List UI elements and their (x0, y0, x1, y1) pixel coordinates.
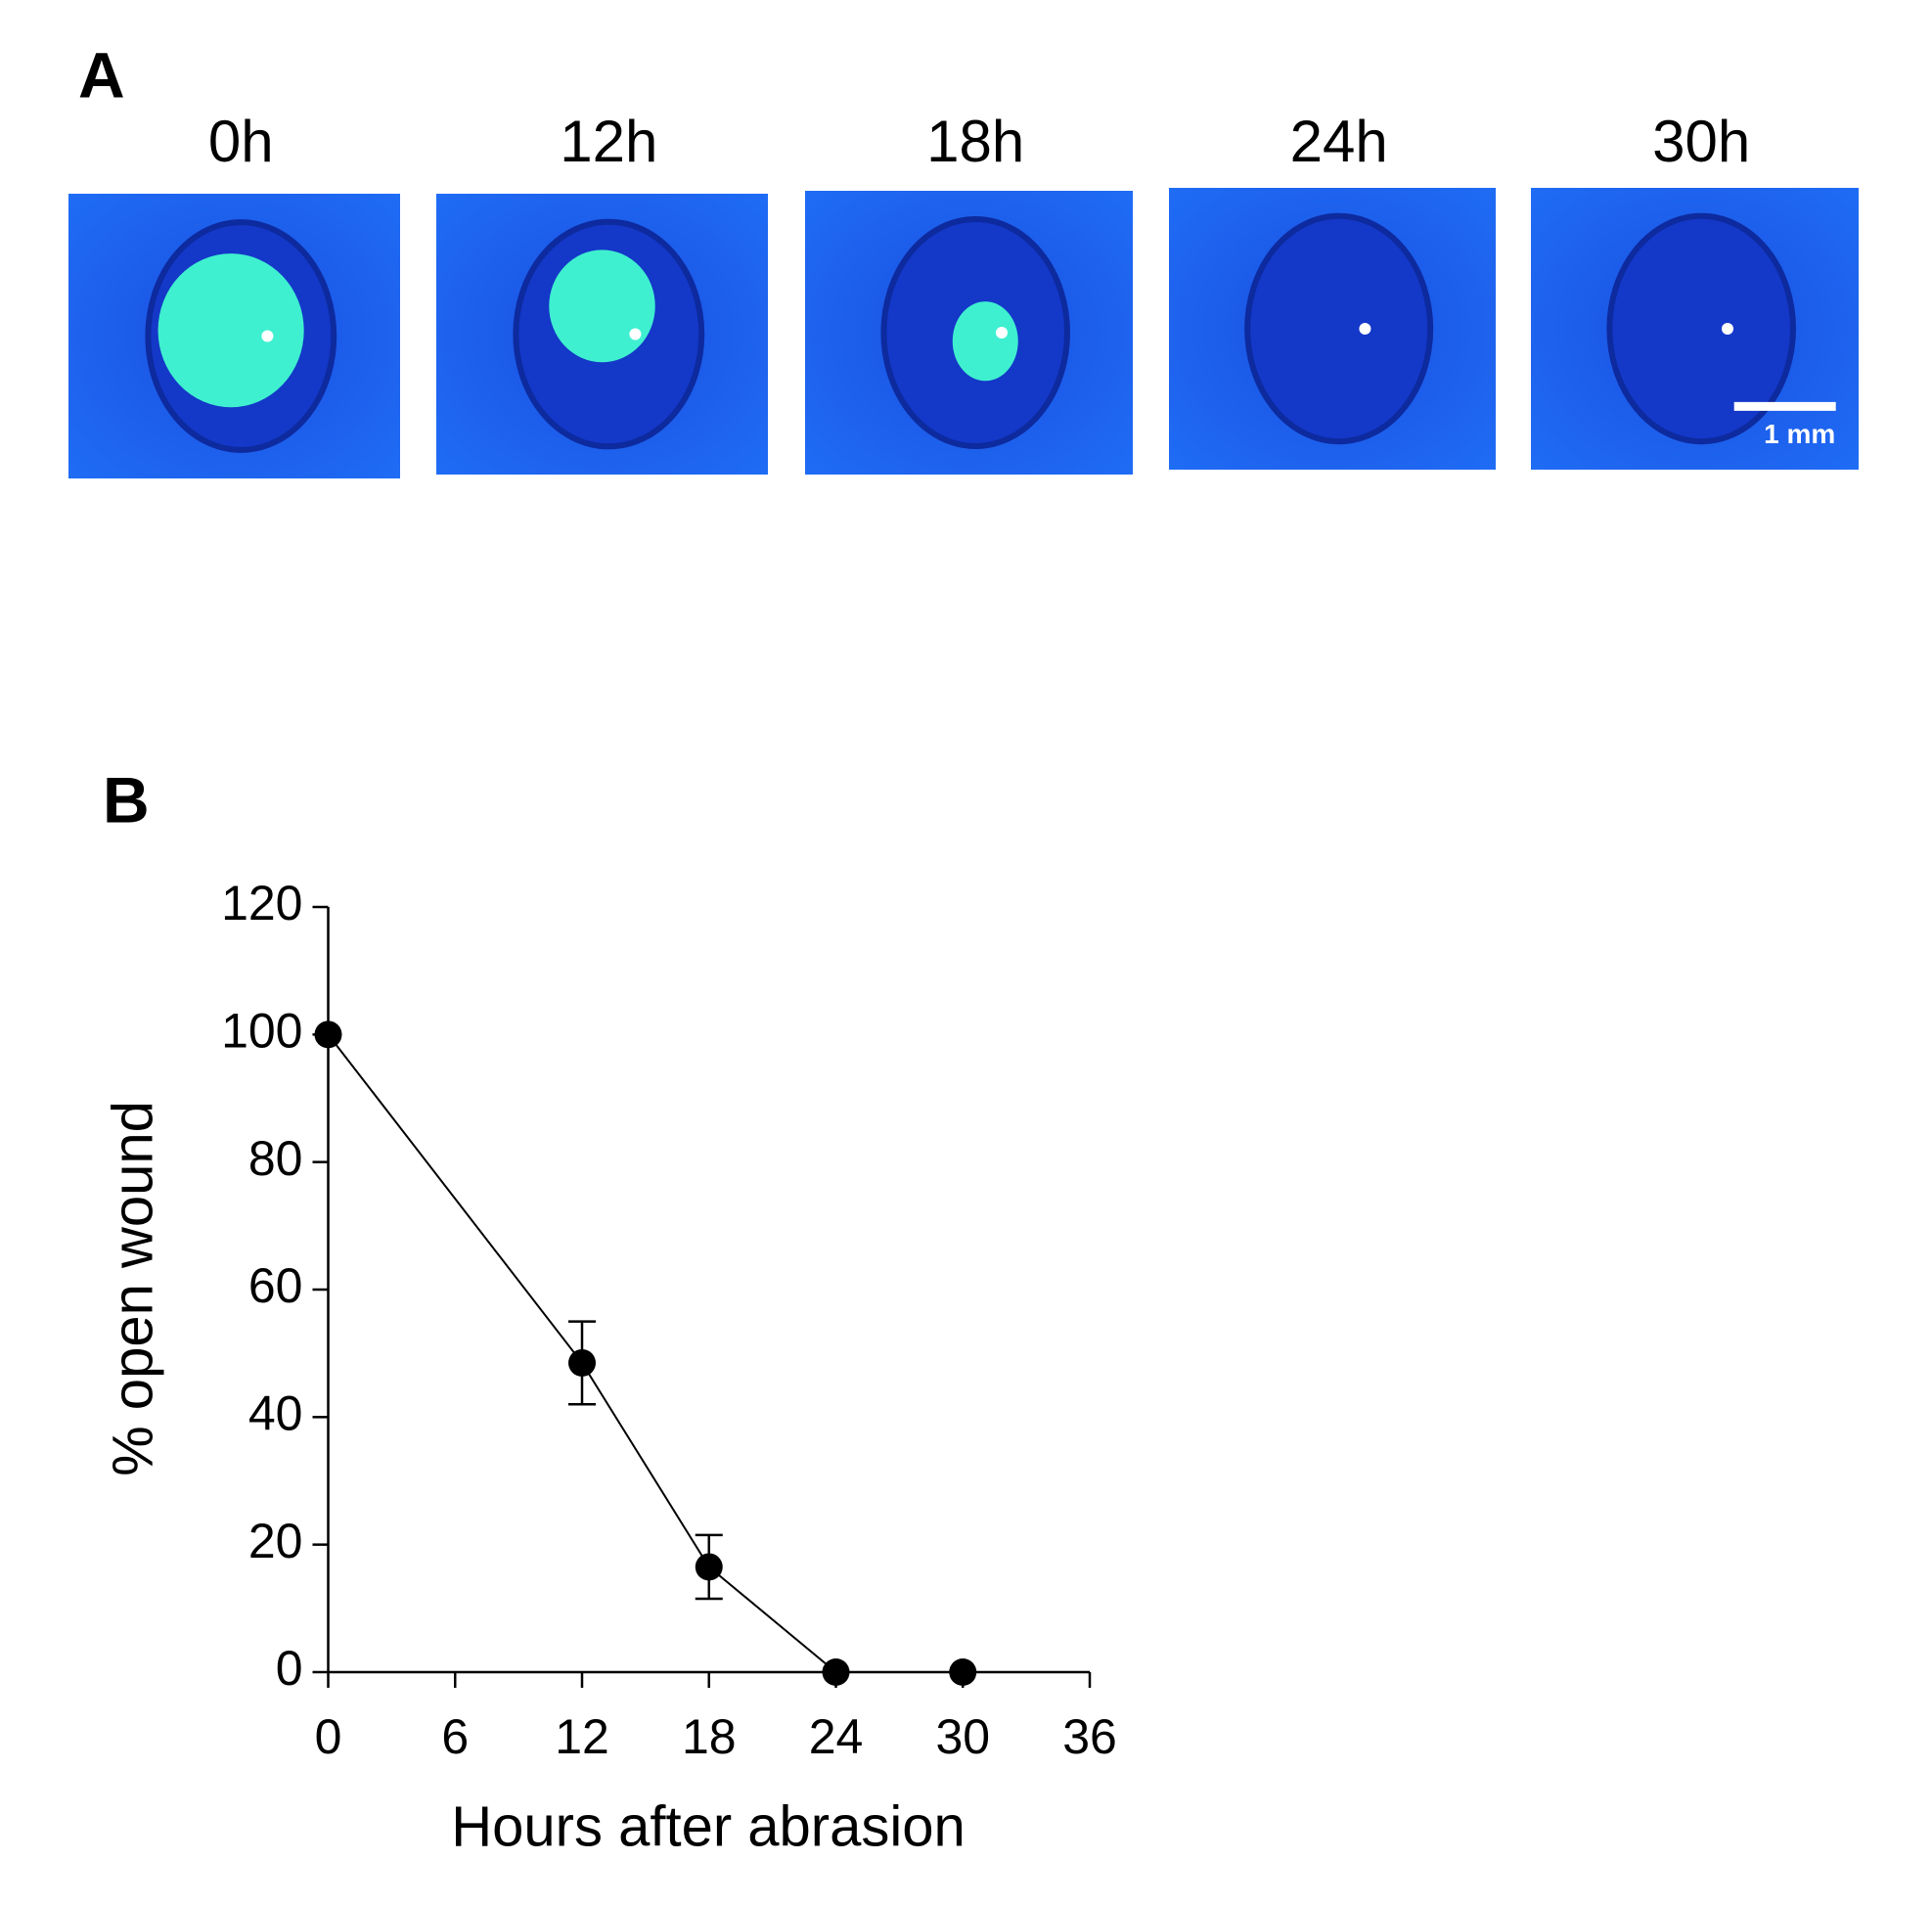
scale-bar (1733, 401, 1836, 411)
y-tick-label: 40 (248, 1386, 303, 1441)
time-label: 24h (1290, 109, 1388, 174)
x-tick-label: 36 (1062, 1709, 1117, 1764)
eye (1244, 212, 1434, 445)
reflection (629, 328, 642, 340)
y-axis-label: % open wound (101, 1101, 164, 1476)
y-tick-label: 0 (276, 1641, 303, 1696)
x-tick-label: 30 (935, 1709, 990, 1764)
stain (157, 253, 304, 408)
x-axis-label: Hours after abrasion (451, 1794, 965, 1858)
y-tick-label: 20 (248, 1514, 303, 1568)
scale-bar-label: 1 mm (1764, 419, 1835, 449)
reflection (1722, 323, 1733, 335)
photo-row: 0h 12h 18h 24h 30h 1 mm (68, 109, 1859, 478)
reflection (261, 330, 274, 342)
y-tick-label: 120 (221, 876, 302, 930)
data-line (327, 1033, 964, 1673)
x-tick-label: 12 (555, 1709, 609, 1764)
data-point (822, 1658, 850, 1686)
data-point (949, 1658, 977, 1686)
y-tick-label: 60 (248, 1258, 303, 1313)
stain (549, 249, 655, 363)
eye (1606, 212, 1796, 445)
data-point (568, 1348, 596, 1377)
y-tick-label: 80 (248, 1131, 303, 1186)
reflection (1359, 323, 1371, 335)
stain (952, 301, 1018, 382)
x-tick-label: 18 (682, 1709, 737, 1764)
data-point (695, 1553, 723, 1581)
x-tick-label: 0 (315, 1709, 342, 1764)
data-point (314, 1021, 342, 1049)
x-tick-label: 24 (809, 1709, 864, 1764)
time-label: 18h (926, 109, 1024, 174)
time-label: 30h (1652, 109, 1750, 174)
time-label: 12h (560, 109, 657, 174)
panel-label: A (78, 38, 125, 111)
x-tick-label: 6 (441, 1709, 469, 1764)
y-tick-label: 100 (221, 1004, 302, 1059)
reflection (996, 327, 1008, 339)
panel-label: B (103, 763, 150, 836)
time-label: 0h (208, 109, 274, 174)
